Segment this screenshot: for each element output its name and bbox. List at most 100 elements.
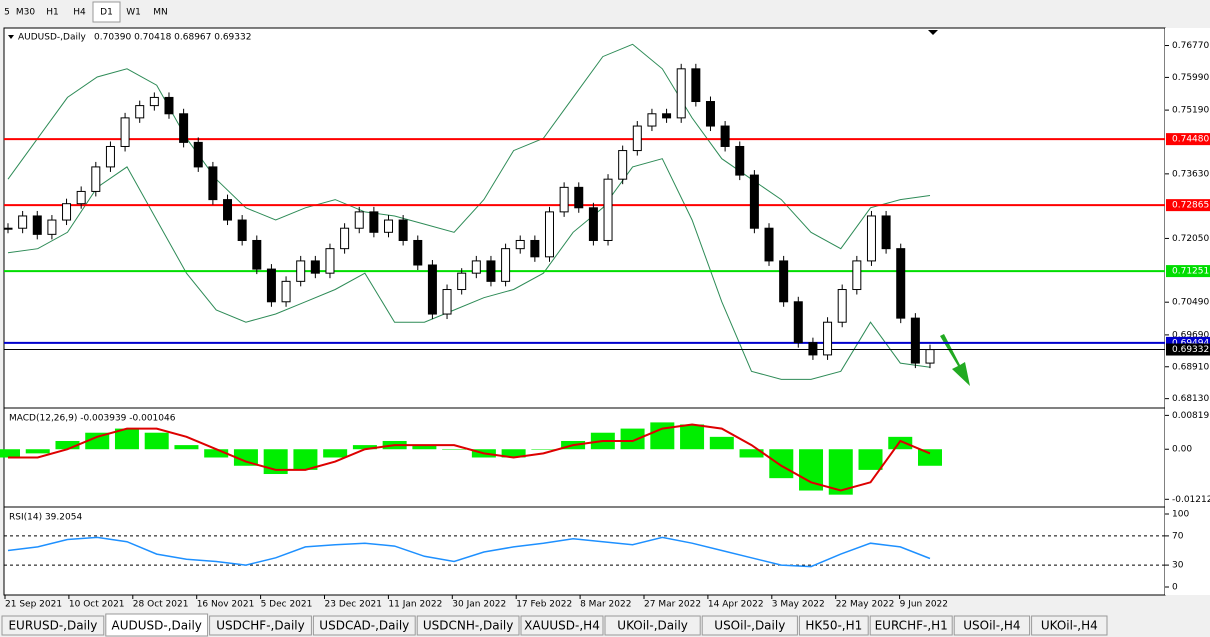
tab-label[interactable]: USDCAD-,Daily bbox=[319, 619, 409, 633]
macd-bar bbox=[204, 449, 229, 458]
tab[interactable] bbox=[798, 615, 869, 636]
tab-label[interactable]: HK50-,H1 bbox=[805, 619, 862, 633]
tab[interactable] bbox=[953, 615, 1031, 636]
candle bbox=[369, 211, 379, 233]
x-tick-label: 14 Apr 2022 bbox=[708, 600, 764, 610]
candle bbox=[354, 211, 364, 229]
tab-label[interactable]: XAUUSD-,H4 bbox=[524, 619, 600, 633]
timeframe-button[interactable]: MN bbox=[153, 8, 168, 18]
candle bbox=[808, 342, 818, 356]
timeframe-button[interactable]: W1 bbox=[126, 8, 141, 18]
tab[interactable] bbox=[209, 615, 312, 636]
x-tick-label: 11 Jan 2022 bbox=[388, 600, 442, 610]
candle bbox=[779, 260, 789, 303]
candle bbox=[442, 289, 452, 315]
tab[interactable] bbox=[416, 615, 520, 636]
tab-label[interactable]: USOil-,Daily bbox=[714, 619, 785, 633]
x-tick-label: 9 Jun 2022 bbox=[900, 600, 948, 610]
tab[interactable] bbox=[1, 615, 105, 636]
candle bbox=[852, 260, 862, 291]
tab-label[interactable]: AUDUSD-,Daily bbox=[112, 619, 202, 633]
candle bbox=[866, 215, 876, 262]
macd-bar bbox=[233, 449, 258, 466]
tab-label[interactable]: UKOil-,Daily bbox=[617, 619, 688, 633]
y-tick-label: 30 bbox=[1172, 561, 1184, 571]
candle bbox=[105, 145, 115, 168]
y-tick-label: 0.75190 bbox=[1172, 106, 1209, 116]
chart-area bbox=[3, 27, 1166, 596]
timeframe-button[interactable]: D1 bbox=[100, 8, 113, 18]
candle bbox=[501, 248, 511, 282]
candle bbox=[47, 219, 57, 235]
candle bbox=[310, 260, 320, 274]
tab[interactable] bbox=[869, 615, 953, 636]
candle bbox=[515, 239, 525, 250]
candle bbox=[574, 186, 584, 209]
x-tick-label: 3 May 2022 bbox=[772, 600, 825, 610]
price-level-label: 0.69332 bbox=[1172, 345, 1209, 355]
timeframe-button[interactable]: 5 bbox=[4, 8, 10, 18]
tab-label[interactable]: EURUSD-,Daily bbox=[8, 619, 97, 633]
timeframe-button[interactable]: H4 bbox=[73, 8, 86, 18]
tab[interactable] bbox=[105, 613, 209, 637]
macd-bar bbox=[0, 449, 20, 458]
candle bbox=[76, 190, 86, 205]
candle bbox=[530, 239, 540, 258]
candle bbox=[705, 101, 715, 127]
tab[interactable] bbox=[701, 615, 798, 636]
tab-label[interactable]: UKOil-,H4 bbox=[1041, 619, 1098, 633]
macd-bar bbox=[828, 449, 853, 495]
tab[interactable] bbox=[1031, 615, 1108, 636]
price-level-tag bbox=[1166, 133, 1210, 146]
candle bbox=[208, 166, 218, 201]
tab-label[interactable]: USDCNH-,Daily bbox=[423, 619, 514, 633]
candle bbox=[413, 239, 423, 266]
macd-bar bbox=[858, 449, 883, 470]
candle bbox=[881, 215, 891, 250]
candle bbox=[896, 248, 906, 319]
macd-bar bbox=[25, 449, 50, 454]
y-tick-label: 0.70490 bbox=[1172, 298, 1209, 308]
tab[interactable] bbox=[520, 615, 604, 636]
timeframe-button[interactable]: H1 bbox=[46, 8, 59, 18]
macd-bar bbox=[620, 428, 645, 450]
candle bbox=[3, 227, 13, 230]
macd-bar bbox=[55, 440, 80, 450]
candle bbox=[910, 317, 920, 364]
candle bbox=[384, 219, 394, 233]
y-tick-label: 0.76770 bbox=[1172, 41, 1209, 51]
tab-label[interactable]: USDCHF-,Daily bbox=[216, 619, 304, 633]
y-tick-label: 0 bbox=[1172, 583, 1178, 593]
candle bbox=[691, 68, 701, 103]
price-level-label: 0.69494 bbox=[1172, 338, 1209, 348]
price-axis bbox=[1165, 28, 1210, 595]
candle bbox=[193, 141, 203, 168]
timeframe-button[interactable]: M30 bbox=[16, 8, 35, 18]
macd-bar bbox=[412, 445, 437, 450]
candle bbox=[296, 260, 306, 282]
candle bbox=[135, 105, 145, 119]
macd-bar bbox=[650, 422, 675, 450]
candle bbox=[120, 117, 130, 147]
candle bbox=[266, 268, 276, 303]
y-tick-label: 0.68130 bbox=[1172, 394, 1209, 404]
x-tick-label: 28 Oct 2021 bbox=[133, 600, 189, 610]
y-tick-label: 0.00 bbox=[1172, 445, 1192, 455]
candle bbox=[764, 227, 774, 262]
y-tick-label: 0.68910 bbox=[1172, 362, 1209, 372]
tab[interactable] bbox=[312, 615, 416, 636]
price-level-tag bbox=[1166, 265, 1210, 278]
macd-bar bbox=[769, 449, 794, 479]
macd-bar bbox=[323, 449, 348, 458]
tab-label[interactable]: EURCHF-,H1 bbox=[875, 619, 948, 633]
timeframe-active bbox=[92, 1, 121, 23]
candle bbox=[149, 96, 159, 107]
macd-bar bbox=[144, 432, 169, 450]
candle bbox=[164, 96, 174, 115]
candle bbox=[647, 113, 657, 127]
tab[interactable] bbox=[604, 615, 701, 636]
x-tick-label: 22 May 2022 bbox=[836, 600, 895, 610]
tab-label[interactable]: USOil-,H4 bbox=[963, 619, 1020, 633]
